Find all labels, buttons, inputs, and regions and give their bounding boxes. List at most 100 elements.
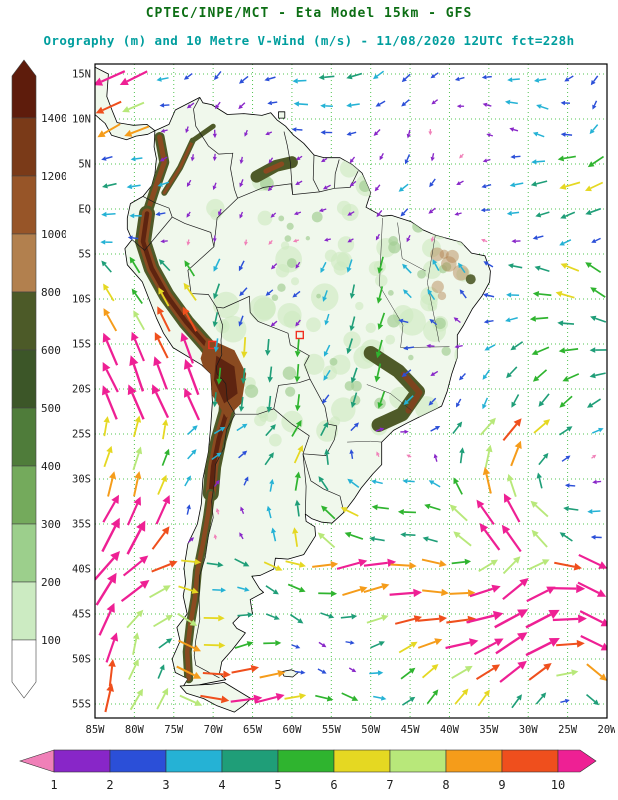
wind-arrow — [585, 262, 602, 274]
wind-arrow — [342, 586, 368, 596]
wind-arrow — [347, 211, 355, 216]
wind-arrow — [564, 75, 574, 82]
wind-arrow — [373, 70, 385, 80]
wind-arrow — [243, 476, 249, 486]
lon-label: 45W — [401, 724, 421, 736]
wind-arrow — [213, 283, 221, 300]
wind-arrow — [318, 208, 327, 213]
wind-arrow — [454, 211, 462, 216]
wind-arrow — [560, 100, 571, 106]
wind-arrow — [108, 659, 116, 687]
wind-arrow — [560, 698, 570, 704]
wind-arrow — [590, 534, 602, 540]
wind-arrow — [473, 638, 504, 656]
wind-arrow — [406, 454, 412, 458]
wind-arrow — [586, 663, 607, 681]
wind-arrow — [105, 632, 119, 663]
wind-arrow — [177, 612, 198, 626]
wind-arrow — [239, 211, 244, 219]
wind-arrow — [426, 343, 435, 349]
wind-arrow — [374, 184, 381, 192]
wind-arrow — [181, 558, 202, 565]
wind-arrow — [212, 392, 218, 408]
wind-arrow — [481, 74, 492, 80]
wind-arrow — [264, 452, 274, 466]
oro-segment — [11, 581, 37, 641]
wind-arrow — [428, 480, 441, 488]
wind-speed-colorbar: 1 2 3 4 5 6 7 8 9 10 — [19, 749, 597, 792]
lon-label: 55W — [322, 724, 342, 736]
wind-arrow — [427, 289, 436, 301]
wind-arrow — [244, 239, 248, 246]
wind-arrow — [456, 104, 465, 109]
wind-arrow — [127, 235, 139, 241]
wind-arrow — [266, 395, 273, 413]
wind-arrow — [156, 76, 169, 82]
wind-arrow — [179, 694, 203, 706]
wind-arrow — [507, 473, 517, 498]
wind-arrow — [502, 418, 522, 442]
oro-scale-label: 1400 — [41, 112, 66, 125]
lat-label: 25S — [72, 429, 91, 441]
wind-arrow — [528, 559, 550, 571]
wind-arrow — [363, 558, 397, 567]
wind-arrow — [158, 638, 173, 649]
wind-arrow — [268, 240, 273, 245]
wind-arrow — [478, 559, 498, 573]
lon-label: 80W — [125, 724, 145, 736]
wind-arrow — [556, 669, 579, 677]
lat-label: 10S — [72, 294, 91, 306]
wind-arrow — [400, 429, 409, 434]
wind-arrow — [564, 483, 576, 488]
wind-arrow — [254, 693, 285, 704]
wind-arrow — [266, 505, 272, 519]
wind-arrow — [263, 561, 283, 571]
wind-arrow — [130, 156, 143, 162]
wind-arrow — [101, 155, 113, 161]
wind-arrow — [431, 99, 439, 105]
wind-arrow — [214, 70, 222, 81]
wind-arrow — [406, 234, 411, 243]
wind-arrow — [456, 398, 462, 408]
wind-arrow — [532, 131, 545, 138]
wind-arrow — [453, 531, 472, 547]
wind-arrow — [401, 369, 412, 378]
wind-arrow — [212, 235, 217, 243]
oro-segment — [11, 175, 37, 235]
wind-arrow — [160, 128, 168, 133]
wind-arrow — [155, 495, 170, 525]
wind-arrow — [421, 558, 447, 568]
wind-arrow — [531, 346, 550, 355]
wind-arrow — [239, 75, 249, 84]
wind-arrow — [239, 532, 244, 540]
wind-arrow — [400, 532, 416, 538]
wind-arrow — [347, 478, 360, 489]
wind-arrow — [318, 476, 329, 491]
wind-arrow — [375, 233, 380, 241]
wind-arrow — [240, 368, 247, 384]
wind-arrow — [240, 506, 245, 515]
wind-arrow — [529, 315, 549, 322]
wind-arrow — [484, 344, 496, 351]
wind-arrow — [532, 369, 548, 382]
wind-arrow — [345, 640, 355, 645]
wind-arrow — [459, 153, 464, 159]
wind-arrow — [563, 506, 579, 512]
wind-arrow — [237, 612, 254, 618]
wind-arrow — [238, 450, 248, 459]
orography-colorbar: 1400 1200 1000 800 600 500 400 300 200 100 — [11, 59, 66, 699]
wind-arrow — [469, 584, 501, 598]
wind-arrow — [511, 239, 521, 244]
wind-arrow-left — [19, 749, 55, 773]
wind-arrow — [369, 536, 385, 542]
wind-arrow — [426, 689, 439, 705]
wind-segment — [277, 749, 335, 773]
wind-arrow — [295, 319, 301, 327]
wind-scale-label: 4 — [218, 778, 225, 792]
wind-arrow — [324, 313, 330, 326]
wind-arrow — [317, 532, 336, 549]
wind-arrow — [534, 77, 547, 83]
wind-arrow — [129, 213, 142, 219]
wind-arrow — [552, 614, 587, 624]
wind-arrow — [445, 638, 479, 650]
